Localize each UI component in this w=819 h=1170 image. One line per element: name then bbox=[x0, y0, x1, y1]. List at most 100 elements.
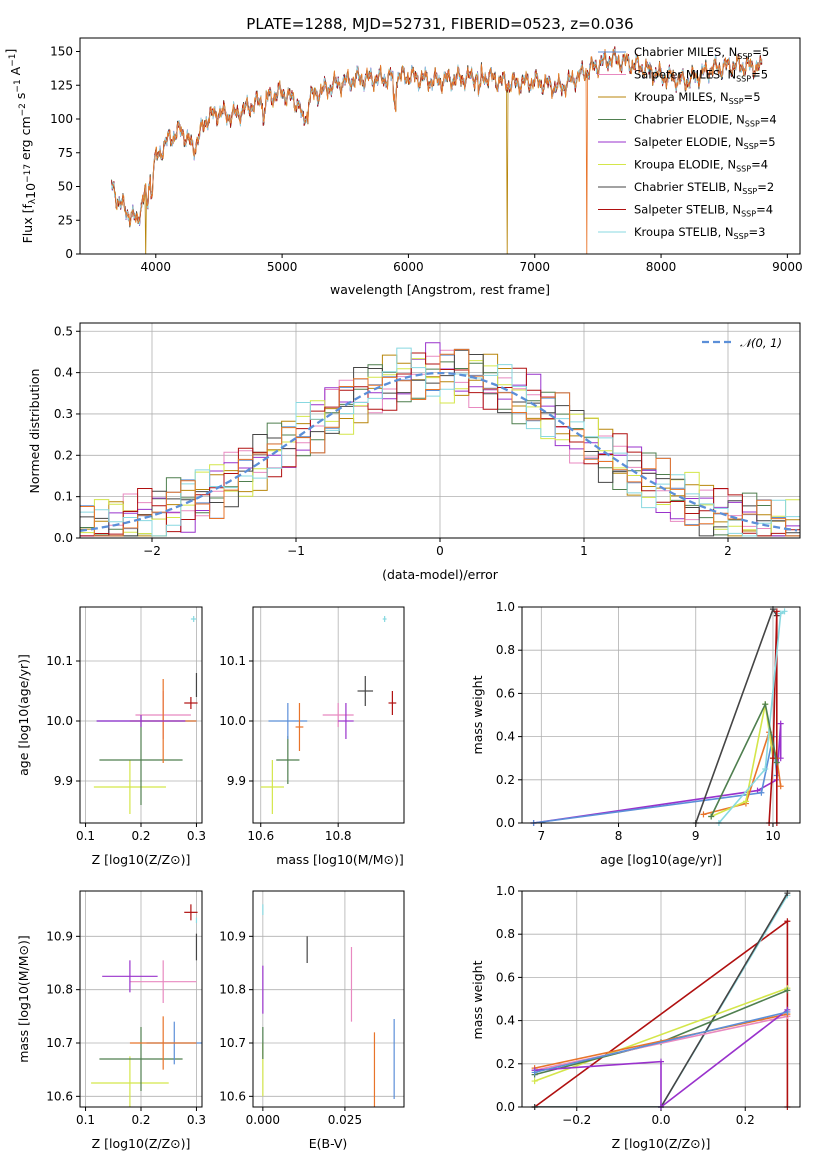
mass-vs-EBV-grid bbox=[253, 891, 404, 1107]
weight-line bbox=[718, 610, 785, 823]
y-tick-label: 1.0 bbox=[496, 600, 515, 614]
y-tick-label: 0.0 bbox=[54, 531, 73, 545]
x-tick-label: −0.2 bbox=[562, 1113, 591, 1127]
age-Z-xlabel: Z [log10(Z/Z⊙)] bbox=[92, 852, 191, 867]
weight-line bbox=[703, 729, 782, 816]
residuals-axes: −2 −1 0 1 2 0.0 0.1 0.2 0.3 0.4 0.5 bbox=[54, 323, 800, 558]
y-tick-label: 0.4 bbox=[496, 730, 515, 744]
x-tick-label: 6000 bbox=[393, 260, 424, 274]
normal-curve bbox=[79, 371, 798, 532]
errorbar-point bbox=[91, 1056, 169, 1107]
x-tick-label: 5000 bbox=[267, 260, 298, 274]
errorbar-point bbox=[129, 1016, 197, 1070]
errorbar-point bbox=[96, 715, 186, 727]
x-tick-label: 0.2 bbox=[736, 1113, 755, 1127]
legend-label: Chabrier ELODIE bbox=[634, 113, 729, 127]
weight-marker bbox=[708, 813, 715, 820]
errorbar-point bbox=[338, 703, 354, 739]
residuals-xlabel: (data-model)/error bbox=[382, 567, 499, 582]
legend-label: Salpeter ELODIE bbox=[634, 135, 728, 149]
y-tick-label: 125 bbox=[50, 78, 73, 92]
legend-label: Chabrier MILES bbox=[634, 45, 721, 59]
legend-entry: Chabrier ELODIE, NSSP=4 bbox=[634, 113, 777, 129]
y-tick-label: 0 bbox=[65, 247, 73, 261]
x-tick-label: 10.6 bbox=[247, 829, 274, 843]
mass-vs-EBV-frame bbox=[252, 890, 405, 1108]
weight-vs-Z-frame bbox=[521, 890, 801, 1108]
spectrum-line-extra bbox=[111, 48, 763, 254]
x-tick-label: 0 bbox=[436, 544, 444, 558]
weight-marker bbox=[773, 759, 780, 766]
y-tick-label: 10.6 bbox=[219, 1089, 246, 1103]
y-tick-label: 10.0 bbox=[219, 714, 246, 728]
y-tick-label: 0.8 bbox=[496, 643, 515, 657]
legend-label: Chabrier STELIB bbox=[634, 180, 726, 194]
age-vs-Z-frame bbox=[79, 606, 203, 824]
y-tick-label: 100 bbox=[50, 112, 73, 126]
weight-line bbox=[534, 1013, 788, 1069]
legend-nssp: 5 bbox=[768, 135, 775, 149]
legend-entry: Salpeter MILES, NSSP=5 bbox=[634, 68, 768, 84]
errorbar-point bbox=[382, 616, 387, 622]
weight-line bbox=[534, 1009, 788, 1107]
weight-marker bbox=[700, 811, 707, 818]
weight-marker bbox=[784, 1008, 791, 1015]
y-tick-label: 9.9 bbox=[227, 774, 246, 788]
x-tick-label: 0.2 bbox=[131, 829, 150, 843]
weight-marker bbox=[777, 720, 784, 727]
legend-entry: Salpeter ELODIE, NSSP=5 bbox=[634, 135, 776, 151]
weight-line bbox=[534, 1011, 788, 1074]
y-tick-label: 0.4 bbox=[54, 366, 73, 380]
errorbar-point bbox=[388, 691, 397, 715]
weight-age-ylabel: mass weight bbox=[470, 675, 485, 754]
legend-nssp: 4 bbox=[761, 158, 768, 172]
legend-nssp: 2 bbox=[767, 180, 774, 194]
x-tick-label: 9000 bbox=[772, 260, 803, 274]
y-tick-label: 0.6 bbox=[496, 970, 515, 984]
errorbar-point bbox=[184, 697, 198, 709]
residuals-frame bbox=[79, 322, 801, 539]
legend-label: Salpeter MILES bbox=[634, 68, 720, 82]
y-tick-label: 0.0 bbox=[496, 816, 515, 830]
y-tick-label: 0.6 bbox=[496, 686, 515, 700]
legend-entry: Chabrier MILES, NSSP=5 bbox=[634, 45, 769, 61]
weight-line bbox=[534, 892, 789, 1107]
y-tick-label: 0.5 bbox=[54, 324, 73, 338]
weight-line bbox=[534, 1015, 788, 1072]
weight-marker bbox=[762, 766, 769, 772]
weight-marker bbox=[758, 789, 765, 796]
errorbar-point bbox=[268, 703, 308, 739]
age-mass-xlabel: mass [log10(M/M⊙)] bbox=[276, 852, 404, 867]
x-tick-label: 7 bbox=[537, 829, 545, 843]
errorbar-point bbox=[295, 703, 304, 751]
weight-marker bbox=[531, 1069, 538, 1076]
x-tick-label: 0.2 bbox=[131, 1113, 150, 1127]
x-tick-label: 0.1 bbox=[76, 1113, 95, 1127]
y-tick-label: 10.9 bbox=[46, 929, 73, 943]
y-tick-label: 1.0 bbox=[496, 884, 515, 898]
mass-vs-Z-frame bbox=[79, 890, 203, 1108]
y-tick-label: 25 bbox=[58, 213, 73, 227]
legend-label: Salpeter STELIB bbox=[634, 203, 725, 217]
legend-label: Kroupa ELODIE bbox=[634, 158, 720, 172]
errorbar-point bbox=[93, 760, 166, 814]
weight-vs-Z-axes: −0.2 0.0 0.2 0.0 0.2 0.4 0.6 0.8 1.0 bbox=[496, 884, 800, 1127]
residual-hist-extra bbox=[80, 348, 800, 537]
spectrum-xlabel: wavelength [Angstrom, rest frame] bbox=[330, 282, 550, 297]
y-tick-label: 10.0 bbox=[46, 714, 73, 728]
mass-vs-EBV-axes: 0.000 0.025 10.6 10.7 10.8 10.9 bbox=[219, 891, 404, 1127]
y-tick-label: 10.1 bbox=[219, 654, 246, 668]
weight-marker bbox=[777, 783, 784, 790]
age-vs-mass-axes: 10.6 10.8 9.9 10.0 10.1 bbox=[219, 607, 404, 843]
legend-entry: Kroupa STELIB, NSSP=3 bbox=[634, 225, 766, 241]
legend-label: Kroupa STELIB bbox=[634, 225, 718, 239]
y-tick-label: 10.7 bbox=[219, 1036, 246, 1050]
legend-nssp: 3 bbox=[758, 225, 765, 239]
legend-label: Kroupa MILES bbox=[634, 90, 713, 104]
y-tick-label: 0.2 bbox=[496, 773, 515, 787]
y-tick-label: 75 bbox=[58, 146, 73, 160]
weight-marker bbox=[784, 918, 791, 925]
spectrum-frame bbox=[79, 37, 801, 255]
x-tick-label: 0.000 bbox=[246, 1113, 280, 1127]
y-tick-label: 10.9 bbox=[219, 929, 246, 943]
